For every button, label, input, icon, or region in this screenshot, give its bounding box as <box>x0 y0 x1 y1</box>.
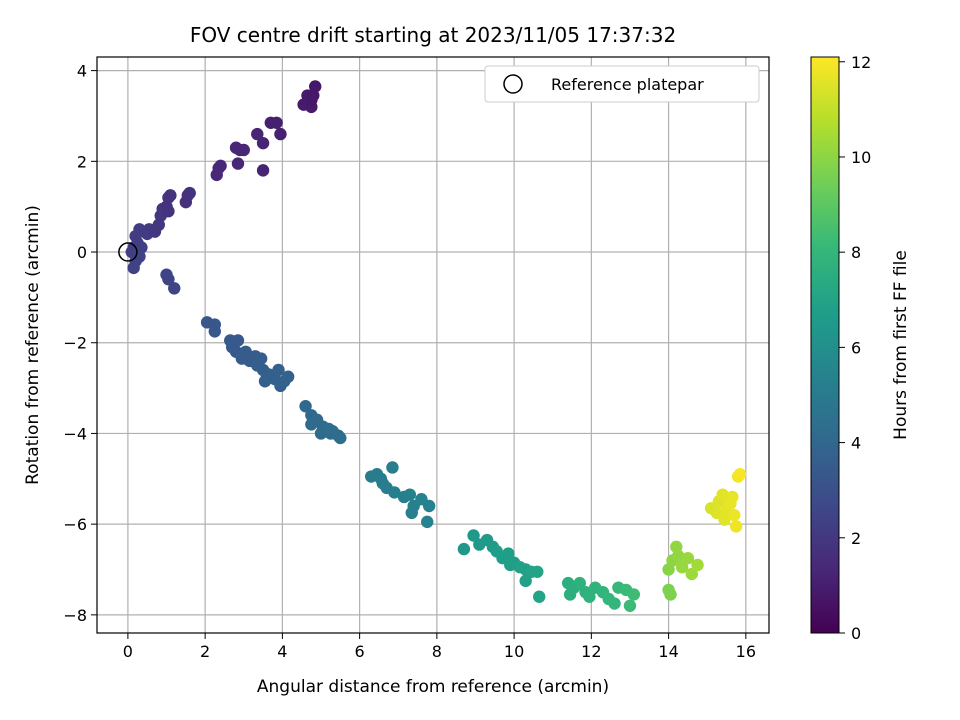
data-point <box>231 157 245 170</box>
data-point <box>681 551 695 565</box>
data-point <box>467 529 480 542</box>
data-point <box>305 93 318 107</box>
data-point <box>168 282 181 295</box>
data-point <box>726 490 739 504</box>
y-tick-label: −8 <box>63 606 87 625</box>
data-point <box>421 515 434 529</box>
data-point <box>386 461 399 474</box>
x-tick-label: 12 <box>581 642 601 661</box>
data-point <box>388 486 401 499</box>
colorbar-tick-label: 12 <box>851 53 871 72</box>
x-tick-label: 4 <box>277 642 287 661</box>
plot-area: 0 2 4 6 8 10 12 14 16 −8 −6 −4 −2 0 2 4 <box>63 56 770 661</box>
colorbar-tick-label: 4 <box>851 434 861 453</box>
x-tick-label: 10 <box>504 642 524 661</box>
data-point <box>334 431 347 445</box>
colorbar-gradient <box>810 56 840 634</box>
plot-frame <box>96 56 770 634</box>
colorbar-ticks: 0 2 4 6 8 10 12 <box>839 53 871 643</box>
data-point <box>728 508 741 522</box>
y-axis-ticks: −8 −6 −4 −2 0 2 4 <box>63 62 97 625</box>
data-point <box>299 400 312 413</box>
data-point <box>237 143 250 157</box>
x-axis-label: Angular distance from reference (arcmin) <box>257 677 609 697</box>
data-points <box>125 80 747 612</box>
data-point <box>733 468 747 481</box>
data-point <box>502 547 515 560</box>
x-tick-label: 8 <box>432 642 442 661</box>
legend: Reference platepar <box>484 65 760 103</box>
colorbar-tick-label: 10 <box>851 148 871 167</box>
data-point <box>422 499 436 513</box>
data-point <box>256 136 270 150</box>
data-point <box>127 261 140 275</box>
x-axis-ticks: 0 2 4 6 8 10 12 14 16 <box>123 633 756 661</box>
y-tick-label: −6 <box>63 515 87 534</box>
data-point <box>685 567 698 581</box>
data-point <box>309 80 322 93</box>
data-point <box>531 565 544 578</box>
colorbar-tick-label: 6 <box>851 338 861 357</box>
colorbar-tick-label: 2 <box>851 529 861 548</box>
data-point <box>533 590 546 603</box>
data-point <box>272 363 285 377</box>
data-point <box>164 189 177 202</box>
legend-box <box>484 65 760 103</box>
x-tick-label: 2 <box>200 642 210 661</box>
data-point <box>675 561 689 574</box>
data-point <box>504 558 517 572</box>
data-point <box>305 418 318 431</box>
chart-title: FOV centre drift starting at 2023/11/05 … <box>190 23 676 47</box>
x-tick-label: 14 <box>658 642 678 661</box>
gridlines <box>97 57 769 633</box>
y-tick-label: −2 <box>63 334 87 353</box>
data-point <box>664 588 677 601</box>
data-point <box>274 127 287 141</box>
x-tick-label: 16 <box>736 642 756 661</box>
data-point <box>573 576 586 590</box>
y-tick-label: 0 <box>77 243 87 262</box>
data-point <box>256 164 270 177</box>
data-point <box>183 186 196 200</box>
data-point <box>627 588 641 601</box>
colorbar-tick-label: 0 <box>851 624 861 643</box>
x-tick-label: 6 <box>355 642 365 661</box>
data-point <box>519 574 532 588</box>
data-point <box>672 549 685 563</box>
data-point <box>254 352 268 365</box>
data-point <box>208 325 221 338</box>
data-point <box>608 597 621 610</box>
data-point <box>162 205 175 218</box>
x-tick-label: 0 <box>123 642 133 661</box>
data-point <box>324 427 337 440</box>
y-tick-label: 2 <box>77 152 87 171</box>
colorbar-label: Hours from first FF file <box>891 250 911 440</box>
colorbar-tick-label: 8 <box>851 243 861 262</box>
data-point <box>623 599 637 612</box>
data-point <box>583 590 596 603</box>
data-point <box>214 159 227 173</box>
y-tick-label: 4 <box>77 62 87 81</box>
data-point <box>270 116 283 129</box>
data-point <box>405 506 418 520</box>
data-point <box>251 127 264 141</box>
reference-platepar-marker <box>118 242 138 262</box>
data-point <box>716 488 729 501</box>
legend-entry: Reference platepar <box>551 75 704 94</box>
data-point <box>231 334 245 347</box>
y-axis-label: Rotation from reference (arcmin) <box>23 205 43 485</box>
data-point <box>281 370 295 383</box>
data-point <box>691 558 704 572</box>
data-point <box>729 520 743 533</box>
colorbar: 0 2 4 6 8 10 12 Hours from first FF file <box>810 53 911 643</box>
data-point <box>563 588 577 601</box>
data-point <box>403 488 417 501</box>
legend-marker <box>503 74 523 94</box>
data-point <box>457 542 471 556</box>
data-point <box>374 472 388 485</box>
y-tick-label: −4 <box>63 424 87 443</box>
data-point <box>260 370 274 383</box>
data-point <box>162 273 175 286</box>
